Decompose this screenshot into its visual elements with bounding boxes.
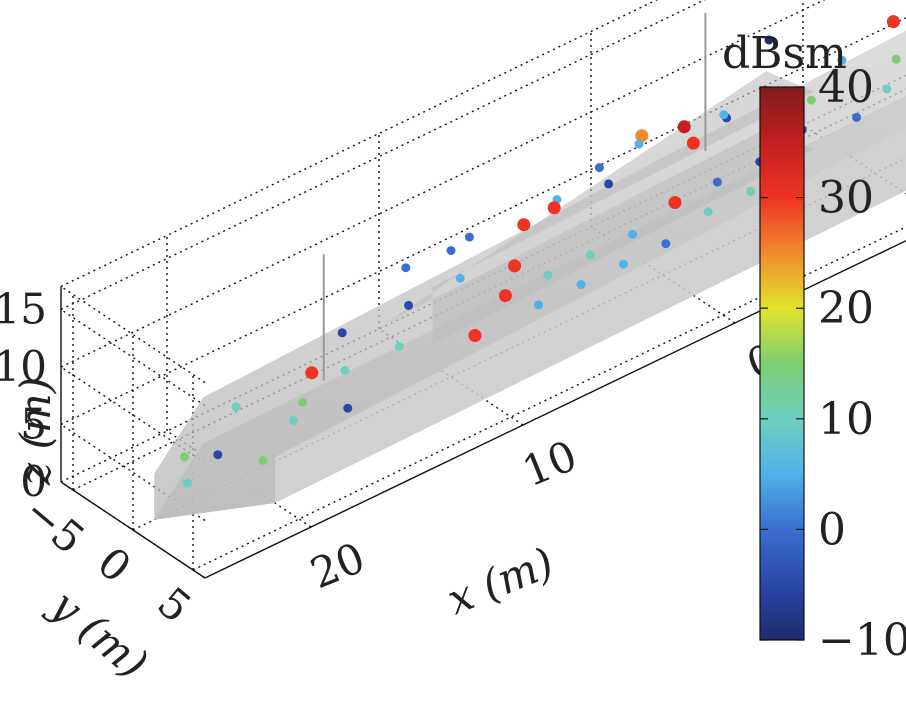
colorbar-tick-label: 40 (818, 62, 874, 113)
scatter-point (404, 300, 414, 310)
scatter-point (340, 366, 350, 375)
scatter-point (886, 15, 900, 29)
z-tick-label: 0 (20, 457, 47, 506)
z-tick-label: 5 (20, 400, 47, 449)
scatter-point (712, 177, 722, 187)
scatter-point (394, 342, 404, 352)
scatter-point (806, 95, 816, 105)
x-tick-label: 10 (516, 431, 584, 496)
scatter-point (508, 259, 522, 273)
scatter-point (498, 289, 512, 303)
scatter-point (746, 186, 756, 196)
scatter-point (337, 328, 347, 338)
x-axis-label: x (m) (440, 538, 560, 625)
scatter-point (882, 84, 892, 94)
colorbar-tick-label: 20 (818, 283, 874, 334)
scatter-point (634, 139, 644, 149)
scatter-point (401, 263, 411, 273)
scatter-point (719, 110, 729, 120)
scatter-point (668, 196, 682, 209)
scatter-point (635, 129, 649, 143)
scatter-point (837, 55, 847, 65)
scatter-point (534, 300, 544, 310)
scatter-point (547, 201, 561, 215)
y-tick-label: 0 (88, 538, 140, 593)
scatter-point (677, 120, 691, 134)
scatter-point (576, 280, 586, 289)
scatter-point (180, 452, 190, 462)
scatter-point (764, 35, 774, 45)
scatter-point (517, 218, 531, 232)
y-tick-label: 5 (148, 578, 200, 633)
scatter-point (468, 329, 482, 342)
y-axis-label: y (m) (40, 579, 157, 688)
z-axis-label: z (m) (11, 377, 60, 486)
scatter-point (703, 207, 713, 217)
colorbar-tick-label: −10 (818, 615, 906, 666)
scatter-point (446, 246, 456, 255)
scatter-point (585, 250, 595, 260)
scatter-point (288, 416, 298, 426)
scatter-point (343, 403, 353, 413)
scatter-point (464, 232, 474, 242)
scatter-point (594, 163, 604, 173)
scatter-point (298, 397, 308, 407)
scatter-point (305, 366, 319, 380)
scatter-point (231, 402, 241, 412)
colorbar-tick-label: 10 (818, 394, 874, 445)
scatter-point (852, 112, 862, 122)
scatter-point (891, 54, 901, 64)
z-tick-label: 10 (0, 342, 47, 391)
scatter-point (628, 229, 638, 239)
z-tick-label: 15 (0, 285, 47, 334)
scatter-point (661, 239, 671, 249)
colorbar: −10 0 10 20 30 40 dBsm (722, 28, 906, 666)
scatter-point (543, 270, 553, 280)
z-axis-ticks: 0 5 10 15 (0, 285, 47, 507)
colorbar-ticks: −10 0 10 20 30 40 (760, 62, 906, 666)
colorbar-tick-label: 30 (818, 173, 874, 224)
colorbar-label: dBsm (722, 28, 847, 79)
colorbar-gradient (759, 86, 805, 641)
scatter-points (180, 15, 901, 488)
scatter-point (604, 179, 614, 189)
scatter-point (618, 259, 628, 269)
x-tick-label: 20 (304, 533, 372, 598)
scatter-point (686, 136, 700, 150)
scatter-point (213, 450, 223, 460)
scatter-point (455, 273, 465, 283)
colorbar-tick-label: 0 (818, 504, 846, 555)
ship-model (154, 13, 906, 520)
scatter-point (258, 456, 268, 465)
scatter-point (182, 478, 192, 488)
